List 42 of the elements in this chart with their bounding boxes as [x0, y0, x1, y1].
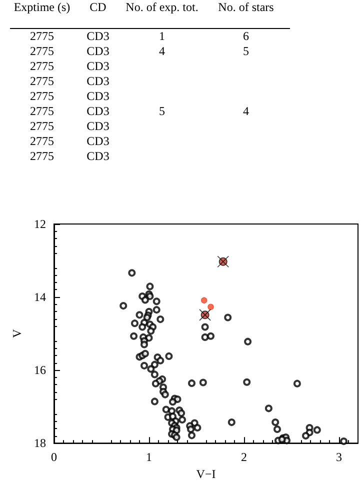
text: 2775 [30, 44, 54, 58]
text: 6 [243, 29, 249, 43]
point [217, 256, 229, 268]
x-tick-label: 2 [241, 450, 247, 464]
text: 4 [159, 44, 165, 58]
y-tick-label: 12 [34, 217, 46, 231]
text: 2775 [30, 59, 54, 73]
x-tick-label: 0 [51, 450, 57, 464]
x-axis-title: V−I [196, 467, 216, 481]
text: 5 [243, 44, 249, 58]
text: 2775 [30, 149, 54, 163]
text: 2775 [30, 134, 54, 148]
text: 4 [243, 104, 249, 118]
text: CD3 [86, 119, 110, 133]
y-tick-label: 14 [34, 290, 46, 304]
category-label: No. of stars [217, 0, 275, 16]
y-axis-title: V [10, 328, 24, 338]
text: 2775 [30, 119, 54, 133]
y-tick-label: 18 [34, 436, 46, 450]
text: 1 [159, 29, 165, 43]
text: CD3 [86, 29, 110, 43]
text: CD3 [86, 59, 110, 73]
point [208, 304, 214, 310]
category-label: No. of exp. tot. [124, 0, 200, 16]
text: CD3 [86, 104, 110, 118]
point [199, 309, 211, 321]
point [200, 297, 208, 304]
text: 2775 [30, 104, 54, 118]
text: CD3 [86, 44, 110, 58]
x-tick-label: 3 [336, 450, 342, 464]
text: CD3 [86, 149, 110, 163]
text: 2775 [30, 74, 54, 88]
text: 2775 [30, 89, 54, 103]
text: 2775 [30, 29, 54, 43]
y-tick-label: 16 [34, 363, 46, 378]
category-label: CD [88, 0, 108, 16]
text: 5 [159, 104, 165, 118]
text: CD3 [86, 74, 110, 88]
category-label: Exptime (s) [12, 0, 72, 16]
text: CD3 [86, 134, 110, 148]
x-tick-label: 1 [146, 450, 152, 464]
text: CD3 [86, 89, 110, 103]
